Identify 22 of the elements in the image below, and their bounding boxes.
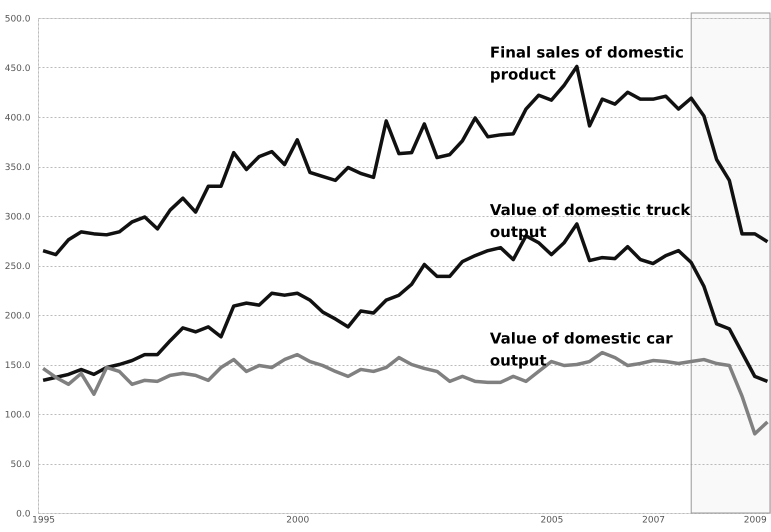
y-tick-label: 450.0 xyxy=(4,64,31,74)
y-tick-label: 350.0 xyxy=(4,163,31,173)
line-series xyxy=(41,64,770,256)
y-tick-label: 50.0 xyxy=(10,460,31,470)
y-tick-label: 200.0 xyxy=(4,312,31,322)
x-tick-label: 2007 xyxy=(642,516,666,526)
y-tick-label: 500.0 xyxy=(4,14,31,24)
line-series xyxy=(41,350,770,436)
x-tick-label: 1995 xyxy=(32,516,56,526)
y-tick-label: 100.0 xyxy=(4,410,31,420)
x-tick-label: 2009 xyxy=(744,516,767,526)
y-tick-label: 0.0 xyxy=(16,510,31,520)
y-tick-label: 300.0 xyxy=(4,212,31,222)
x-tick-label: 2000 xyxy=(286,516,310,526)
series-label: Value of domestic car output xyxy=(490,330,674,370)
y-tick-label: 250.0 xyxy=(4,262,31,272)
line-series xyxy=(41,222,770,384)
series-label: Value of domestic truck output xyxy=(490,200,692,241)
y-tick-label: 150.0 xyxy=(4,361,31,371)
x-tick-label: 2005 xyxy=(540,516,564,526)
series-label: Final sales of domestic product xyxy=(490,44,684,84)
y-tick-label: 400.0 xyxy=(4,114,31,124)
